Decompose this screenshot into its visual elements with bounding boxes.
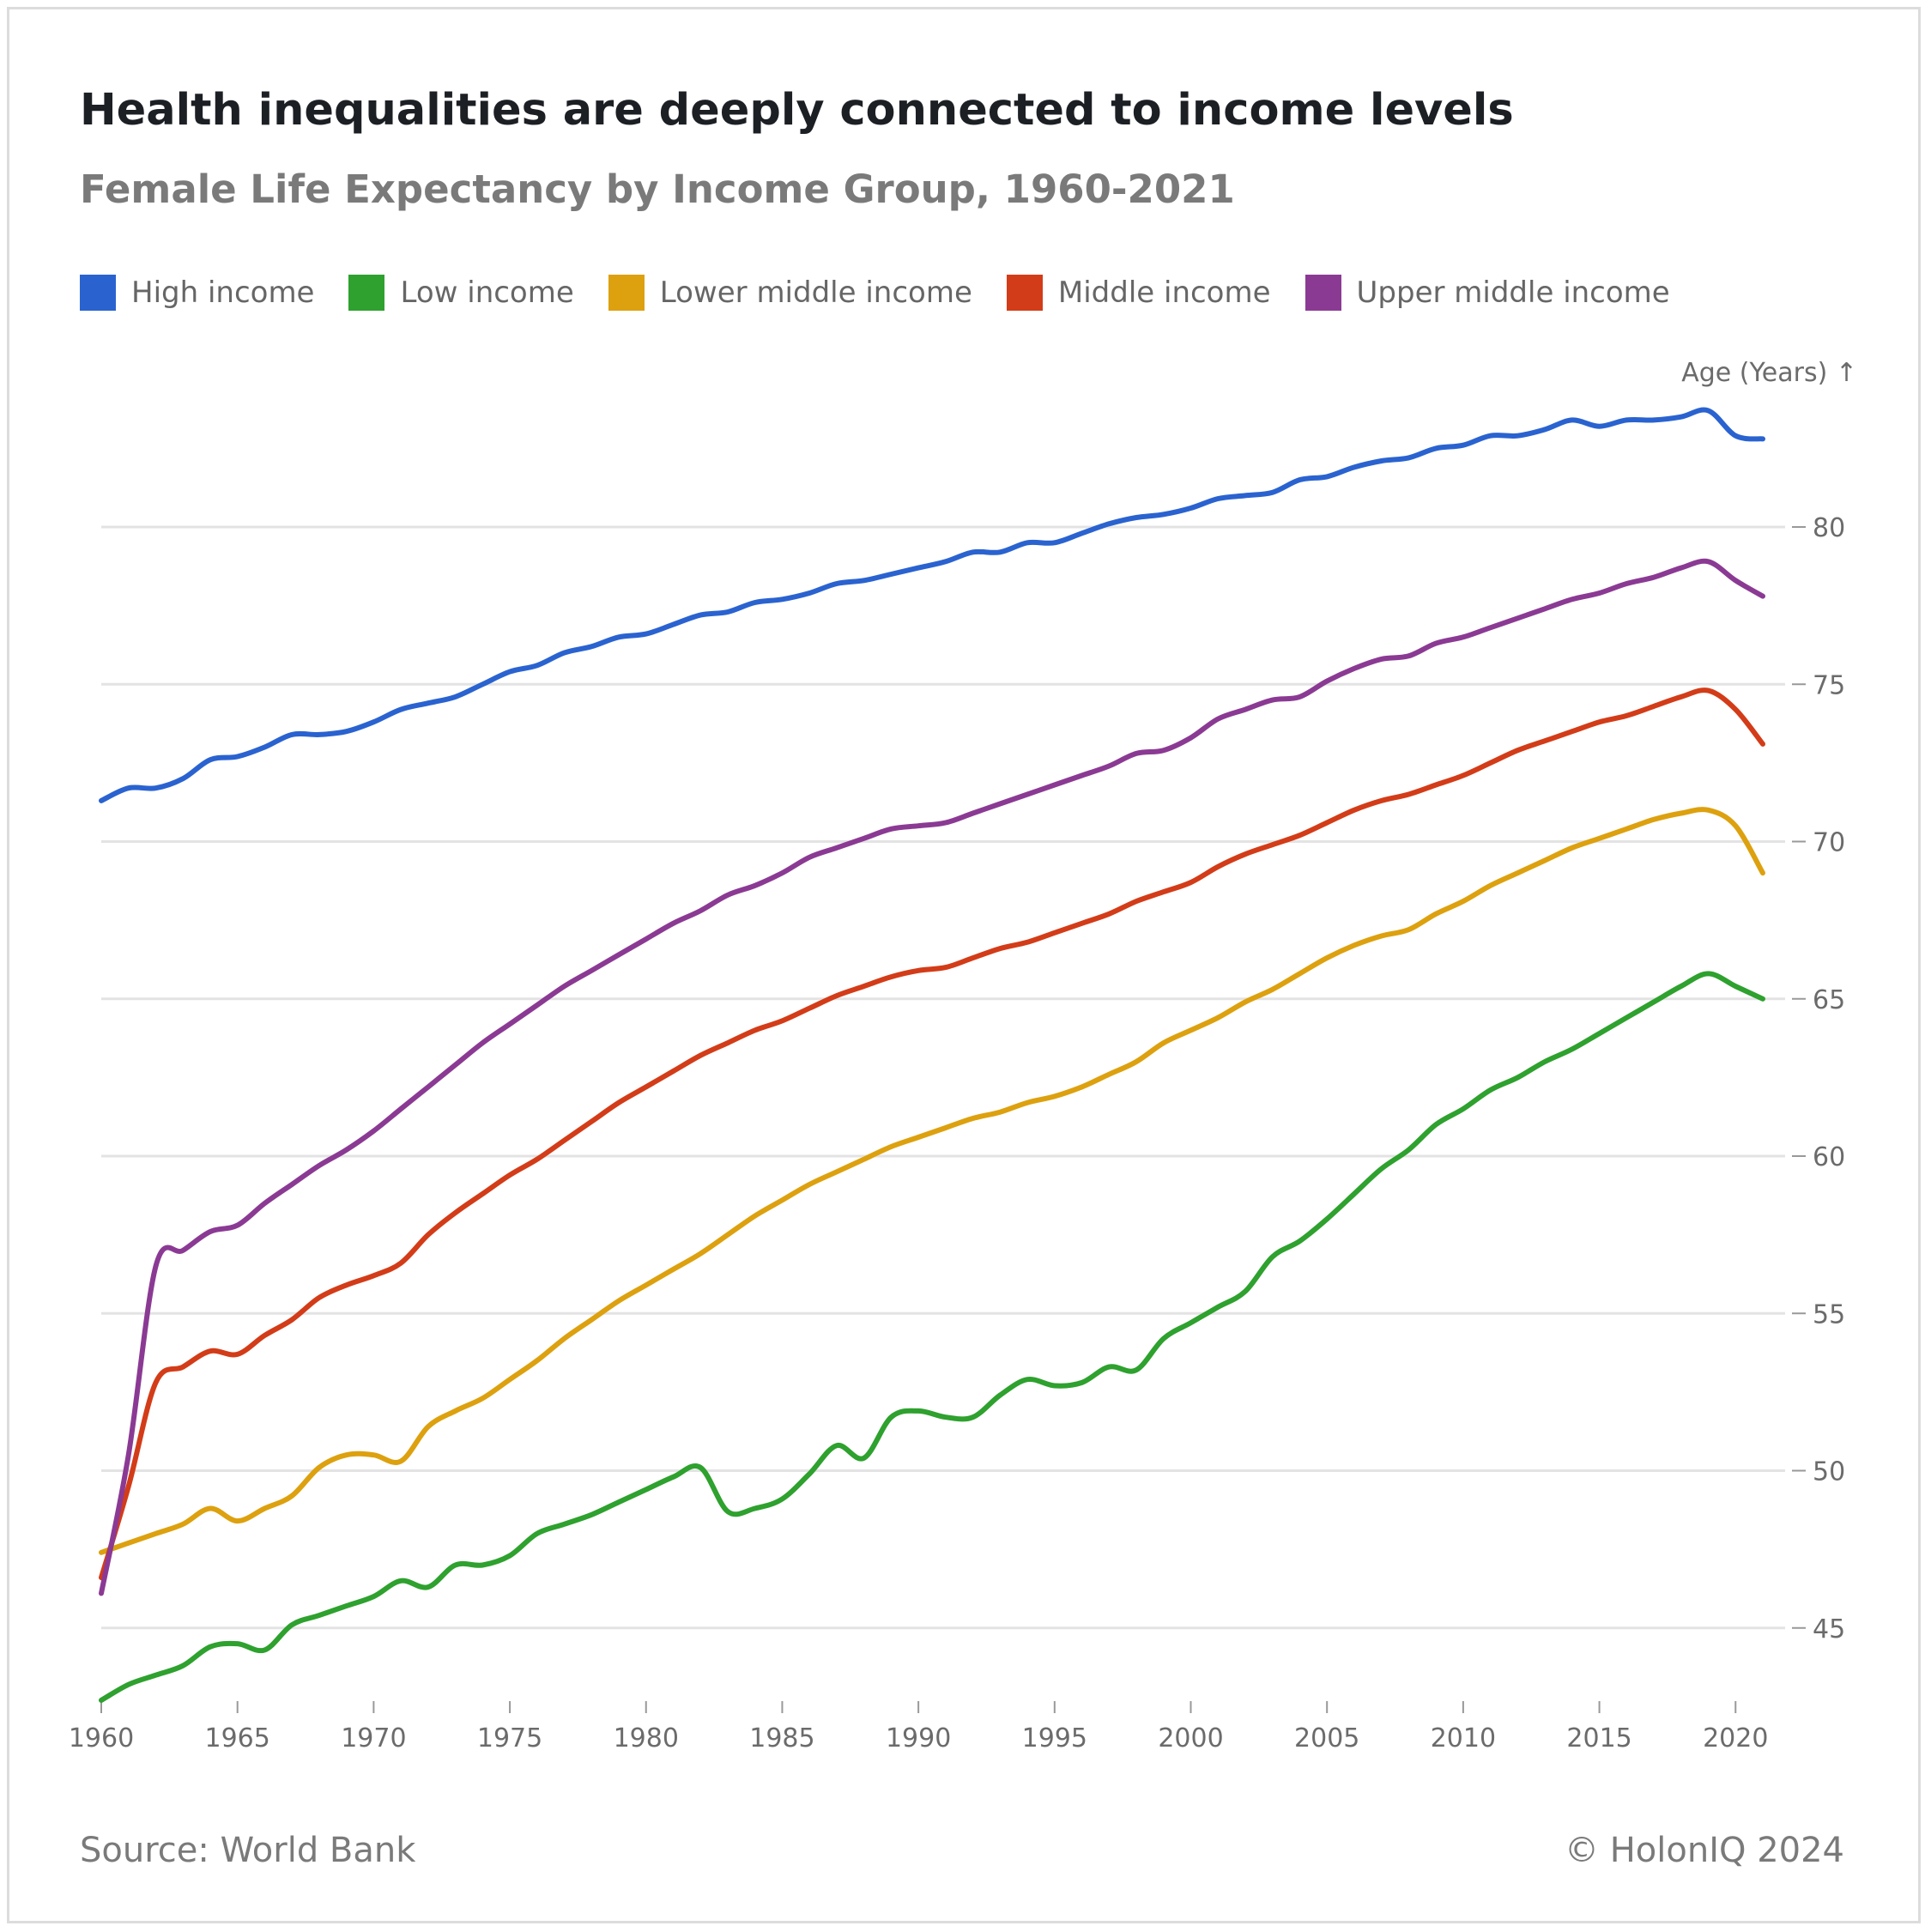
y-tick-label: 70	[1813, 828, 1845, 858]
x-tick-label: 1985	[749, 1723, 814, 1753]
y-tick-label: 60	[1813, 1142, 1845, 1172]
legend-label: High income	[131, 276, 315, 310]
copyright-note: © HolonIQ 2024	[1565, 1831, 1844, 1870]
legend-item-upper-middle-income[interactable]: Upper middle income	[1304, 275, 1670, 311]
x-tick-label: 2005	[1294, 1723, 1359, 1753]
x-tick-label: 1990	[886, 1723, 951, 1753]
legend-item-low-income[interactable]: Low income	[348, 275, 574, 311]
chart-card: Health inequalities are deeply connected…	[7, 7, 1921, 1923]
x-tick-label: 2010	[1431, 1723, 1496, 1753]
y-tick-label: 55	[1813, 1299, 1845, 1329]
chart-title: Health inequalities are deeply connected…	[80, 85, 1514, 136]
x-tick-label: 1975	[477, 1723, 542, 1753]
y-tick-label: 75	[1813, 670, 1845, 700]
legend-item-lower-middle-income[interactable]: Lower middle income	[608, 275, 972, 311]
chart-subtitle: Female Life Expectancy by Income Group, …	[80, 167, 1235, 212]
series-line-lower-middle-income	[99, 807, 1765, 1555]
legend-swatch	[1304, 275, 1341, 311]
legend-label: Lower middle income	[659, 276, 972, 310]
x-tick-label: 2000	[1158, 1723, 1223, 1753]
x-tick-label: 1995	[1022, 1723, 1087, 1753]
x-tick-label: 1965	[205, 1723, 270, 1753]
y-axis-title: Age (Years) ↑	[1681, 358, 1857, 388]
chart-legend: High income Low income Lower middle income…	[80, 274, 1704, 312]
y-tick-label: 80	[1813, 513, 1845, 543]
source-note: Source: World Bank	[80, 1831, 416, 1870]
x-tick-label: 1970	[341, 1723, 406, 1753]
y-tick-label: 65	[1813, 985, 1845, 1015]
series-line-middle-income	[99, 687, 1765, 1581]
legend-label: Low income	[400, 276, 574, 310]
legend-label: Upper middle income	[1356, 276, 1670, 310]
legend-swatch	[80, 275, 116, 311]
legend-swatch	[1006, 275, 1043, 311]
legend-swatch	[348, 275, 385, 311]
legend-item-high-income[interactable]: High income	[80, 275, 314, 311]
x-tick-label: 2015	[1566, 1723, 1631, 1753]
x-tick-label: 1980	[614, 1723, 679, 1753]
series-line-high-income	[99, 407, 1765, 803]
y-tick-label: 45	[1813, 1614, 1845, 1644]
legend-label: Middle income	[1057, 276, 1271, 310]
x-tick-label: 1960	[69, 1723, 134, 1753]
series-line-low-income	[99, 971, 1765, 1703]
legend-swatch	[608, 275, 645, 311]
legend-item-middle-income[interactable]: Middle income	[1006, 275, 1271, 311]
series-line-upper-middle-income	[99, 558, 1765, 1596]
x-tick-label: 2020	[1703, 1723, 1768, 1753]
y-tick-label: 50	[1813, 1457, 1845, 1487]
